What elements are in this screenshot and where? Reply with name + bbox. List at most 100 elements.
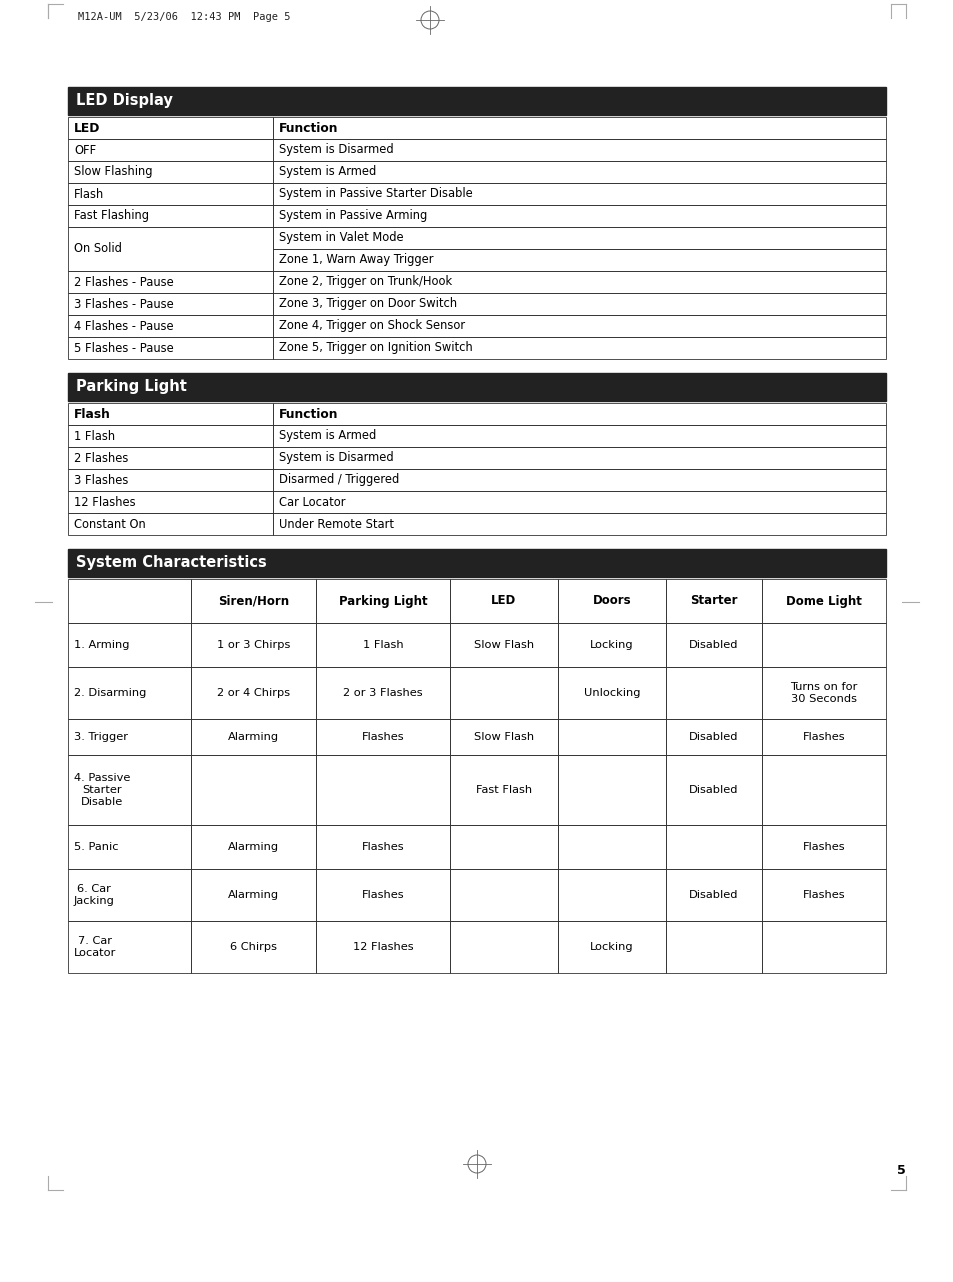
Bar <box>558 826 665 869</box>
Text: Alarming: Alarming <box>228 890 279 900</box>
Bar <box>665 623 761 667</box>
Bar <box>558 920 665 973</box>
Bar <box>761 719 885 755</box>
Bar <box>191 869 315 920</box>
Bar <box>665 719 761 755</box>
Bar <box>558 667 665 719</box>
Bar <box>761 579 885 623</box>
Text: 1 Flash: 1 Flash <box>362 640 403 650</box>
Text: Unlocking: Unlocking <box>583 688 639 697</box>
Bar <box>191 623 315 667</box>
Bar <box>68 755 191 826</box>
Text: Under Remote Start: Under Remote Start <box>278 518 394 531</box>
Bar <box>68 227 273 271</box>
Text: 6. Car
Jacking: 6. Car Jacking <box>74 885 114 906</box>
Text: Disabled: Disabled <box>688 785 738 795</box>
Bar <box>665 667 761 719</box>
Bar <box>68 469 273 491</box>
Text: Flash: Flash <box>74 408 111 420</box>
Text: Parking Light: Parking Light <box>338 595 427 608</box>
Text: Flashes: Flashes <box>801 842 844 853</box>
Bar <box>68 183 273 205</box>
Text: Zone 4, Trigger on Shock Sensor: Zone 4, Trigger on Shock Sensor <box>278 319 465 332</box>
Bar <box>68 117 273 138</box>
Bar <box>761 826 885 869</box>
Bar <box>665 826 761 869</box>
Bar <box>558 623 665 667</box>
Bar <box>68 920 191 973</box>
Text: OFF: OFF <box>74 144 96 156</box>
Bar <box>191 920 315 973</box>
Bar <box>450 623 558 667</box>
Bar <box>315 623 450 667</box>
Bar <box>68 623 191 667</box>
Text: Flashes: Flashes <box>361 842 404 853</box>
Bar <box>273 117 885 138</box>
Text: 2 Flashes - Pause: 2 Flashes - Pause <box>74 276 173 288</box>
Text: Car Locator: Car Locator <box>278 496 345 509</box>
Bar <box>273 447 885 469</box>
Bar <box>273 513 885 535</box>
Text: Slow Flash: Slow Flash <box>474 732 534 742</box>
Bar <box>68 719 191 755</box>
Text: 5 Flashes - Pause: 5 Flashes - Pause <box>74 341 173 355</box>
Bar <box>315 869 450 920</box>
Bar <box>68 447 273 469</box>
Text: Zone 2, Trigger on Trunk/Hook: Zone 2, Trigger on Trunk/Hook <box>278 276 452 288</box>
Bar <box>315 719 450 755</box>
Text: Function: Function <box>278 408 338 420</box>
Text: Disabled: Disabled <box>688 732 738 742</box>
Bar <box>761 920 885 973</box>
Text: System in Passive Arming: System in Passive Arming <box>278 209 427 223</box>
Bar <box>315 667 450 719</box>
Text: 3. Trigger: 3. Trigger <box>74 732 128 742</box>
Text: 1 or 3 Chirps: 1 or 3 Chirps <box>216 640 290 650</box>
Bar <box>273 227 885 249</box>
Text: System in Valet Mode: System in Valet Mode <box>278 232 403 245</box>
Bar <box>68 373 885 401</box>
Bar <box>68 869 191 920</box>
Bar <box>68 294 273 315</box>
Bar <box>558 755 665 826</box>
Bar <box>315 826 450 869</box>
Text: Fast Flash: Fast Flash <box>476 785 532 795</box>
Text: 4 Flashes - Pause: 4 Flashes - Pause <box>74 319 173 332</box>
Bar <box>761 623 885 667</box>
Bar <box>68 549 885 577</box>
Bar <box>761 869 885 920</box>
Bar <box>68 579 191 623</box>
Text: 2 or 4 Chirps: 2 or 4 Chirps <box>216 688 290 697</box>
Bar <box>68 205 273 227</box>
Text: Dome Light: Dome Light <box>785 595 861 608</box>
Bar <box>558 869 665 920</box>
Text: Zone 3, Trigger on Door Switch: Zone 3, Trigger on Door Switch <box>278 297 456 310</box>
Text: Disabled: Disabled <box>688 640 738 650</box>
Bar <box>68 87 885 115</box>
Bar <box>191 826 315 869</box>
Bar <box>315 920 450 973</box>
Text: 6 Chirps: 6 Chirps <box>230 942 276 953</box>
Bar <box>761 755 885 826</box>
Text: Flash: Flash <box>74 187 104 200</box>
Text: 5: 5 <box>897 1164 905 1177</box>
Bar <box>315 579 450 623</box>
Bar <box>665 579 761 623</box>
Text: Siren/Horn: Siren/Horn <box>217 595 289 608</box>
Text: System is Disarmed: System is Disarmed <box>278 144 394 156</box>
Text: System in Passive Starter Disable: System in Passive Starter Disable <box>278 187 473 200</box>
Text: Disarmed / Triggered: Disarmed / Triggered <box>278 473 399 486</box>
Bar <box>665 755 761 826</box>
Bar <box>558 719 665 755</box>
Bar <box>68 138 273 162</box>
Bar <box>68 403 273 426</box>
Text: LED: LED <box>74 122 100 135</box>
Text: Disabled: Disabled <box>688 890 738 900</box>
Text: LED Display: LED Display <box>76 94 172 109</box>
Bar <box>68 491 273 513</box>
Bar <box>665 869 761 920</box>
Text: Alarming: Alarming <box>228 842 279 853</box>
Text: Parking Light: Parking Light <box>76 379 187 395</box>
Text: System is Armed: System is Armed <box>278 429 375 442</box>
Bar <box>68 271 273 294</box>
Text: Locking: Locking <box>590 942 633 953</box>
